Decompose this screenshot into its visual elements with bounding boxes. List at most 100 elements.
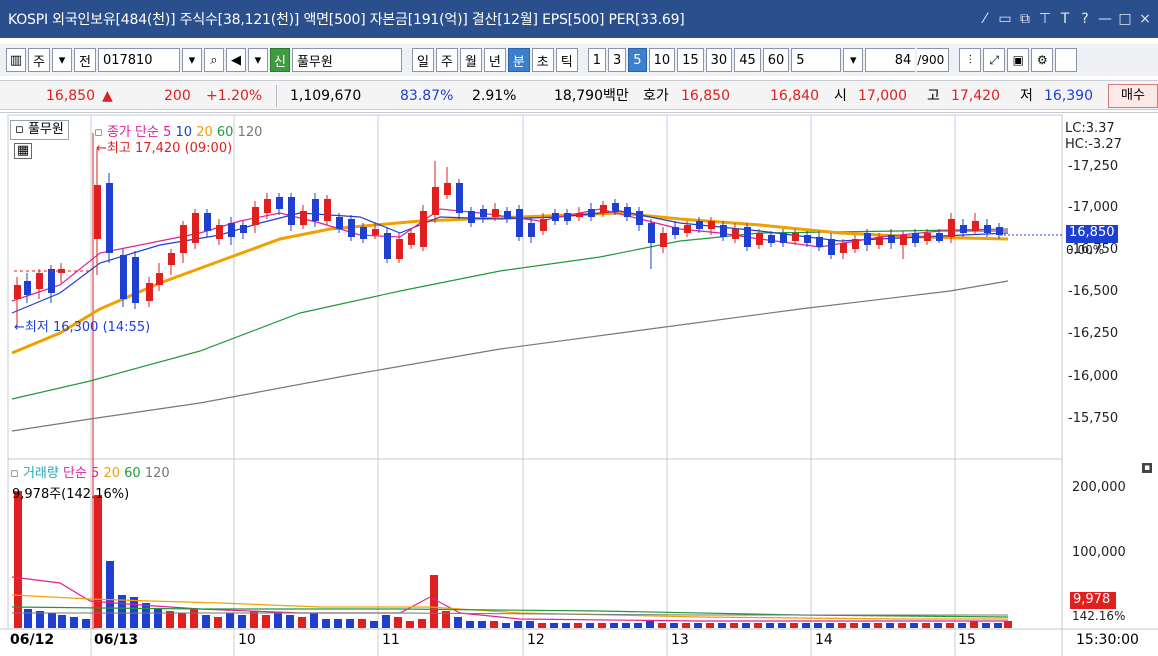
toolbar: ▥ 주 ▾ 전 017810 ▾ ⌕ ◀ ▾ 신 풀무원 일 주 월 년 분 초…: [0, 44, 1158, 76]
link-icon[interactable]: ⁄: [983, 11, 987, 27]
volume-bar: [790, 623, 798, 628]
volume-bar: [334, 619, 342, 628]
x-label-0612: 06/12: [10, 632, 55, 648]
tab-second[interactable]: 초: [531, 48, 554, 72]
candle-body: [828, 239, 835, 255]
tab-week[interactable]: 주: [435, 48, 458, 72]
stock-name-field[interactable]: 풀무원: [291, 48, 402, 72]
volume-bar: [454, 617, 462, 628]
zoom-icon[interactable]: ⤢: [983, 48, 1006, 72]
price-strip: 16,850 ▲ 200 +1.20% 1,109,670 83.87% 2.9…: [0, 80, 1158, 110]
up-arrow-icon: ▲: [102, 88, 113, 104]
pane-close-icon[interactable]: ▪: [1142, 463, 1152, 473]
ma-legend-5: 5: [163, 125, 172, 140]
minute-1-button[interactable]: 1: [587, 48, 606, 72]
interval-input[interactable]: 5: [791, 48, 842, 72]
layout-icon[interactable]: ▥: [6, 48, 26, 72]
code-dropdown-icon[interactable]: ▾: [181, 48, 202, 72]
price-ma-legend[interactable]: ▫ 종가 단순 5 10 20 60 120: [94, 121, 262, 140]
candle-body: [984, 225, 991, 233]
candle-body: [672, 227, 679, 235]
candle-body: [180, 225, 187, 253]
minimize-window-icon[interactable]: ▭: [998, 11, 1012, 27]
chart-area[interactable]: ▫ 풀무원 ▫ 종가 단순 5 10 20 60 120 ▦ ←최고 17,42…: [0, 112, 1158, 656]
count-input[interactable]: 84: [865, 48, 916, 72]
volume-bar: [466, 621, 474, 628]
period-dropdown-icon[interactable]: ▾: [51, 48, 72, 72]
current-volume-pct: 142.16%: [1072, 609, 1126, 623]
tab-minute[interactable]: 분: [507, 48, 530, 72]
volume-ma20-line: [11, 594, 1008, 620]
minimize-icon[interactable]: —: [1098, 11, 1112, 27]
volume-bar: [958, 623, 966, 628]
minute-10-button[interactable]: 10: [648, 48, 676, 72]
volume-bar: [382, 615, 390, 628]
minute-60-button[interactable]: 60: [762, 48, 790, 72]
title-bar: KOSPI 외국인보유[484(천)] 주식수[38,121(천)] 액면[50…: [0, 0, 1158, 38]
volume-bar: [322, 619, 330, 628]
volume-bar: [394, 617, 402, 628]
save-icon[interactable]: ▣: [1007, 48, 1030, 72]
candle-body: [852, 239, 859, 249]
search-icon[interactable]: ⌕: [203, 48, 224, 72]
candle-body: [252, 207, 259, 225]
candle-body: [480, 209, 487, 217]
current-pct-tag: 0.00%: [1066, 243, 1105, 257]
minute-15-button[interactable]: 15: [677, 48, 704, 72]
volume-bar: [154, 609, 162, 628]
volume-legend[interactable]: ▫ 거래량 단순 5 20 60 120: [10, 462, 170, 481]
close-icon[interactable]: ×: [1139, 11, 1151, 27]
tab-tick[interactable]: 틱: [555, 48, 578, 72]
volume-bar: [886, 623, 894, 628]
checkbox-icon[interactable]: [1055, 48, 1078, 72]
candle-body: [804, 235, 811, 243]
volume-bar: [646, 621, 654, 628]
max-price-marker: ←최고 17,420 (09:00): [96, 141, 233, 156]
volume-ma-120: 120: [144, 466, 170, 481]
price-tick: -16,000: [1068, 369, 1119, 384]
volume-bar: [226, 613, 234, 628]
tab-year[interactable]: 년: [483, 48, 506, 72]
price-tick: -16,500: [1068, 284, 1119, 299]
font-icon[interactable]: T: [1060, 11, 1070, 27]
tab-day[interactable]: 일: [411, 48, 434, 72]
help-icon[interactable]: ?: [1081, 11, 1089, 27]
candle-body: [132, 257, 139, 303]
stock-code-input[interactable]: 017810: [97, 48, 180, 72]
period-select[interactable]: 주: [28, 48, 50, 72]
all-market-button[interactable]: 전: [73, 48, 96, 72]
current-volume-tag: 9,978: [1070, 592, 1116, 609]
minute-5-button[interactable]: 5: [628, 48, 647, 72]
volume-legend-label: 거래량: [22, 466, 59, 481]
stock-info-title: KOSPI 외국인보유[484(천)] 주식수[38,121(천)] 액면[50…: [8, 12, 685, 28]
speaker-icon[interactable]: ◀: [225, 48, 246, 72]
volume-bar: [106, 561, 114, 628]
minute-30-button[interactable]: 30: [705, 48, 733, 72]
ma-legend-20: 20: [196, 125, 213, 140]
candle-body: [204, 213, 211, 231]
buy-button[interactable]: 매수: [1108, 84, 1158, 108]
minute-3-button[interactable]: 3: [608, 48, 627, 72]
maximize-icon[interactable]: □: [1118, 11, 1132, 27]
speaker-dropdown-icon[interactable]: ▾: [247, 48, 268, 72]
table-view-icon[interactable]: ▦: [14, 143, 32, 159]
candle-body: [48, 269, 55, 293]
volume-ma-60: 60: [124, 466, 141, 481]
volume-bar: [862, 623, 870, 628]
gear-icon[interactable]: ⚙: [1031, 48, 1054, 72]
volume-bar: [910, 623, 918, 628]
tab-month[interactable]: 월: [459, 48, 482, 72]
chart-pane-tab[interactable]: ▫ 풀무원: [10, 120, 69, 140]
candle-body: [708, 221, 715, 229]
volume-bar: [946, 623, 954, 628]
pin-icon[interactable]: ⊤: [1038, 11, 1052, 27]
volume-bar: [562, 623, 570, 628]
candle-settings-icon[interactable]: ⫶: [959, 48, 982, 72]
minute-45-button[interactable]: 45: [734, 48, 761, 72]
volume-square-icon: ▫: [10, 466, 19, 481]
restore-icon[interactable]: ⧉: [1020, 11, 1030, 27]
candle-body: [660, 233, 667, 247]
price-chart-canvas[interactable]: [0, 113, 1158, 656]
interval-dropdown-icon[interactable]: ▾: [843, 48, 864, 72]
candle-body: [94, 185, 101, 239]
